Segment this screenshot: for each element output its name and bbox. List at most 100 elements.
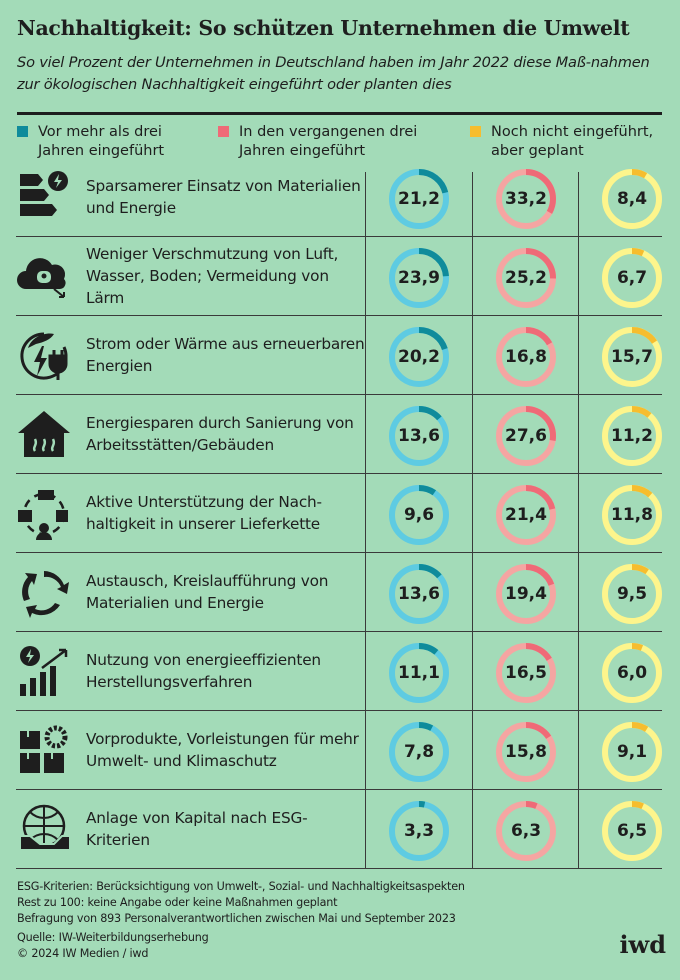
iwd-logo: iwd — [619, 930, 666, 959]
data-label: 11,2 — [611, 426, 653, 446]
donut-2: 16,5 — [495, 642, 557, 704]
renewable-plug-icon — [20, 332, 68, 380]
footnote: ESG-Kriterien: Berücksichtigung von Umwe… — [17, 880, 465, 893]
legend-item-2: In den vergangenen drei Jahren eingeführ… — [218, 123, 418, 161]
donut-3: 11,2 — [601, 405, 663, 467]
data-label: 16,5 — [505, 663, 547, 683]
donut-value-arc — [389, 722, 449, 782]
donut-1: 11,1 — [388, 642, 450, 704]
category-label-text: Vorprodukte, Vorleistungen für mehr Umwe… — [86, 730, 359, 770]
donut-1: 7,8 — [388, 721, 450, 783]
data-label: 15,8 — [505, 742, 547, 762]
donut-value-arc — [389, 169, 449, 229]
data-label: 13,6 — [398, 584, 440, 604]
data-label: 21,4 — [505, 505, 547, 525]
legend-swatch — [470, 126, 481, 137]
footnote: Befragung von 893 Personalverantwortlich… — [17, 912, 456, 925]
legend-swatch — [17, 126, 28, 137]
data-label: 3,3 — [403, 821, 435, 841]
donut-1: 9,6 — [388, 484, 450, 546]
category-label-text: Aktive Unterstützung der Nach-haltigkeit… — [86, 493, 322, 533]
table-row: Nutzung von energieeffizienten Herstellu… — [16, 632, 662, 711]
donut-value-arc — [496, 801, 556, 861]
category-label-text: Weniger Verschmutzung von Luft, Wasser, … — [86, 245, 339, 307]
column-divider — [472, 172, 473, 869]
table-row: Anlage von Kapital nach ESG-Kriterien 3,3… — [16, 790, 662, 869]
donut-value-arc — [496, 564, 556, 624]
donut-value-arc — [602, 564, 662, 624]
copyright: © 2024 IW Medien / iwd — [17, 947, 149, 960]
donut-2: 19,4 — [495, 563, 557, 625]
recycle-icon — [22, 571, 69, 618]
donut-3: 11,8 — [601, 484, 663, 546]
source: Quelle: IW-Weiterbildungserhebung © 2024… — [17, 930, 209, 962]
donut-value-arc — [389, 564, 449, 624]
donut-value-arc — [496, 327, 556, 387]
footnotes: ESG-Kriterien: Berücksichtigung von Umwe… — [17, 879, 465, 927]
divider — [17, 112, 662, 115]
footnote: Rest zu 100: keine Angabe oder keine Maß… — [17, 896, 338, 909]
chart-title: Nachhaltigkeit: So schützen Unternehmen … — [17, 16, 630, 40]
donut-3: 6,5 — [601, 800, 663, 862]
column-divider — [365, 172, 366, 869]
data-label: 25,2 — [505, 268, 547, 288]
table-row: Weniger Verschmutzung von Luft, Wasser, … — [16, 237, 662, 316]
category-label: Aktive Unterstützung der Nach-haltigkeit… — [86, 474, 366, 552]
source-text: Quelle: IW-Weiterbildungserhebung — [17, 931, 209, 944]
category-label: Strom oder Wärme aus erneuerbaren Energi… — [86, 316, 366, 394]
data-label: 20,2 — [398, 347, 440, 367]
donut-3: 15,7 — [601, 326, 663, 388]
supply-chain-icon — [18, 490, 68, 540]
category-label-text: Energiesparen durch Sanierung von Arbeit… — [86, 414, 354, 454]
donut-value-arc — [389, 327, 449, 387]
category-label-text: Austausch, Kreislaufführung von Material… — [86, 572, 329, 612]
donut-1: 21,2 — [388, 168, 450, 230]
donut-2: 25,2 — [495, 247, 557, 309]
donut-value-arc — [602, 248, 662, 308]
legend-swatch — [218, 126, 229, 137]
donut-value-arc — [389, 406, 449, 466]
donut-3: 8,4 — [601, 168, 663, 230]
legend-item-1: Vor mehr als drei Jahren eingeführt — [17, 123, 187, 161]
category-label: Nutzung von energieeffizienten Herstellu… — [86, 632, 366, 710]
donut-value-arc — [602, 722, 662, 782]
donut-1: 3,3 — [388, 800, 450, 862]
data-label: 11,1 — [398, 663, 440, 683]
category-label: Anlage von Kapital nach ESG-Kriterien — [86, 790, 366, 868]
category-label-text: Anlage von Kapital nach ESG-Kriterien — [86, 809, 308, 849]
category-label: Vorprodukte, Vorleistungen für mehr Umwe… — [86, 711, 366, 789]
donut-2: 6,3 — [495, 800, 557, 862]
data-label: 27,6 — [505, 426, 547, 446]
category-label-text: Sparsamerer Einsatz von Materialien und … — [86, 177, 361, 217]
table-row: Austausch, Kreislaufführung von Material… — [16, 553, 662, 632]
pollution-cloud-icon — [17, 258, 66, 298]
donut-value-arc — [496, 248, 556, 308]
donut-3: 9,1 — [601, 721, 663, 783]
data-label: 19,4 — [505, 584, 547, 604]
data-label: 33,2 — [505, 189, 547, 209]
donut-2: 33,2 — [495, 168, 557, 230]
donut-1: 23,9 — [388, 247, 450, 309]
legend-label: Noch nicht eingeführt, aber geplant — [491, 124, 654, 159]
donut-value-arc — [389, 643, 449, 703]
data-label: 15,7 — [611, 347, 653, 367]
donut-value-arc — [602, 801, 662, 861]
donut-value-arc — [496, 485, 556, 545]
house-heating-icon — [18, 411, 70, 457]
donut-2: 15,8 — [495, 721, 557, 783]
donut-value-arc — [389, 485, 449, 545]
efficiency-chart-icon — [20, 646, 68, 696]
data-label: 9,5 — [616, 584, 648, 604]
data-label: 6,7 — [616, 268, 648, 288]
donut-1: 13,6 — [388, 563, 450, 625]
data-label: 7,8 — [403, 742, 435, 762]
energy-label-icon — [20, 171, 68, 216]
donut-value-arc — [602, 169, 662, 229]
donut-value-arc — [496, 722, 556, 782]
donut-value-arc — [602, 643, 662, 703]
column-divider — [578, 172, 579, 869]
category-label-text: Strom oder Wärme aus erneuerbaren Energi… — [86, 335, 365, 375]
donut-2: 21,4 — [495, 484, 557, 546]
donut-value-arc — [602, 327, 662, 387]
legend-label: In den vergangenen drei Jahren eingeführ… — [239, 124, 418, 159]
